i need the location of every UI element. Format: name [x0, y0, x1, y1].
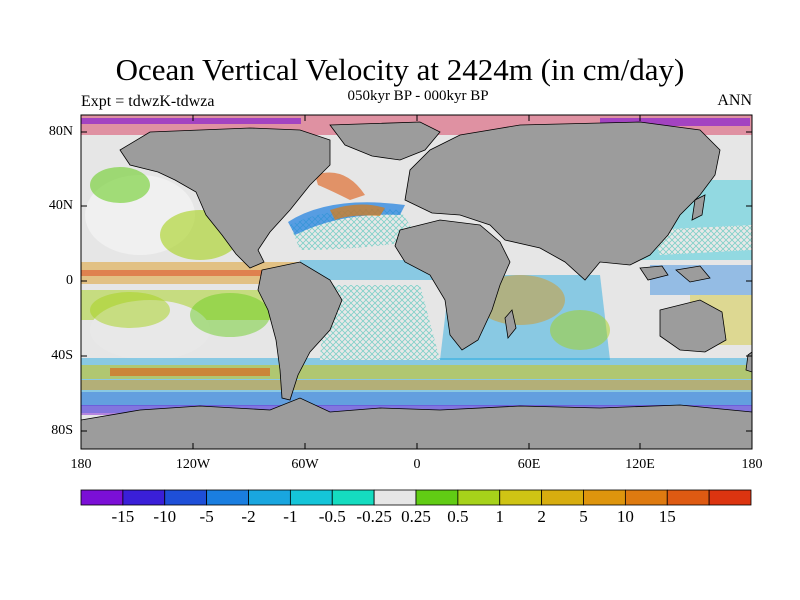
period-label: 050kyr BP - 000kyr BP — [347, 88, 489, 104]
colorbar-tick-label: -10 — [153, 507, 177, 526]
colorbar-swatch — [122, 489, 166, 506]
colorbar-tick-label: 10 — [616, 507, 634, 526]
colorbar-swatch — [624, 489, 668, 506]
lat-tick-label: 0 — [66, 273, 73, 288]
colorbar-tick-label: -15 — [111, 507, 135, 526]
lat-tick-label: 80N — [48, 124, 73, 139]
colorbar-swatch — [541, 489, 584, 506]
colorbar-swatch — [164, 489, 208, 506]
colorbar-tick-label: -5 — [199, 507, 214, 526]
lon-tick-label: 180 — [70, 457, 92, 472]
colorbar-tick-label: 0.5 — [447, 507, 469, 526]
map-title: Ocean Vertical Velocity at 2424m (in cm/… — [115, 52, 685, 87]
colorbar-swatch — [289, 489, 333, 506]
lon-tick-label: 120E — [625, 457, 655, 472]
colorbar-tick-label: -0.25 — [356, 507, 392, 526]
colorbar-tick-label: -1 — [283, 507, 298, 526]
colorbar-swatch — [583, 489, 626, 506]
colorbar-tick-label: 5 — [579, 507, 588, 526]
lon-tick-label: 0 — [413, 457, 421, 472]
colorbar-swatch — [415, 489, 459, 506]
colorbar-swatch — [457, 489, 501, 506]
colorbar-swatch — [499, 489, 543, 506]
lon-tick-label: 180 — [741, 457, 763, 472]
colorbar-tick-label: -2 — [241, 507, 256, 526]
season-label: ANN — [717, 92, 752, 109]
lon-tick-label: 120W — [175, 457, 211, 472]
colorbar-swatch — [373, 489, 417, 506]
colorbar-swatch — [666, 489, 710, 506]
colorbar-swatch — [708, 489, 752, 506]
lat-tick-label: 80S — [51, 423, 73, 438]
colorbar-swatch — [331, 489, 375, 506]
colorbar — [80, 489, 752, 506]
map-panel — [81, 115, 752, 449]
colorbar-tick-label: 2 — [537, 507, 546, 526]
land-masses — [81, 121, 752, 449]
axis-ticks — [81, 115, 752, 449]
colorbar-tick-label: 15 — [658, 507, 676, 526]
lon-tick-label: 60E — [517, 457, 541, 472]
colorbar-tick-label: 1 — [495, 507, 505, 526]
colorbar-swatch — [248, 489, 291, 506]
colorbar-swatch — [80, 489, 124, 506]
lat-tick-label: 40S — [51, 348, 73, 363]
colorbar-tick-label: -0.5 — [318, 507, 346, 526]
experiment-label: Expt = tdwzK-tdwza — [81, 93, 215, 110]
colorbar-swatch — [206, 489, 249, 506]
colorbar-tick-label: 0.25 — [401, 507, 431, 526]
lat-tick-label: 40N — [48, 198, 73, 213]
lon-tick-label: 60W — [291, 457, 319, 472]
